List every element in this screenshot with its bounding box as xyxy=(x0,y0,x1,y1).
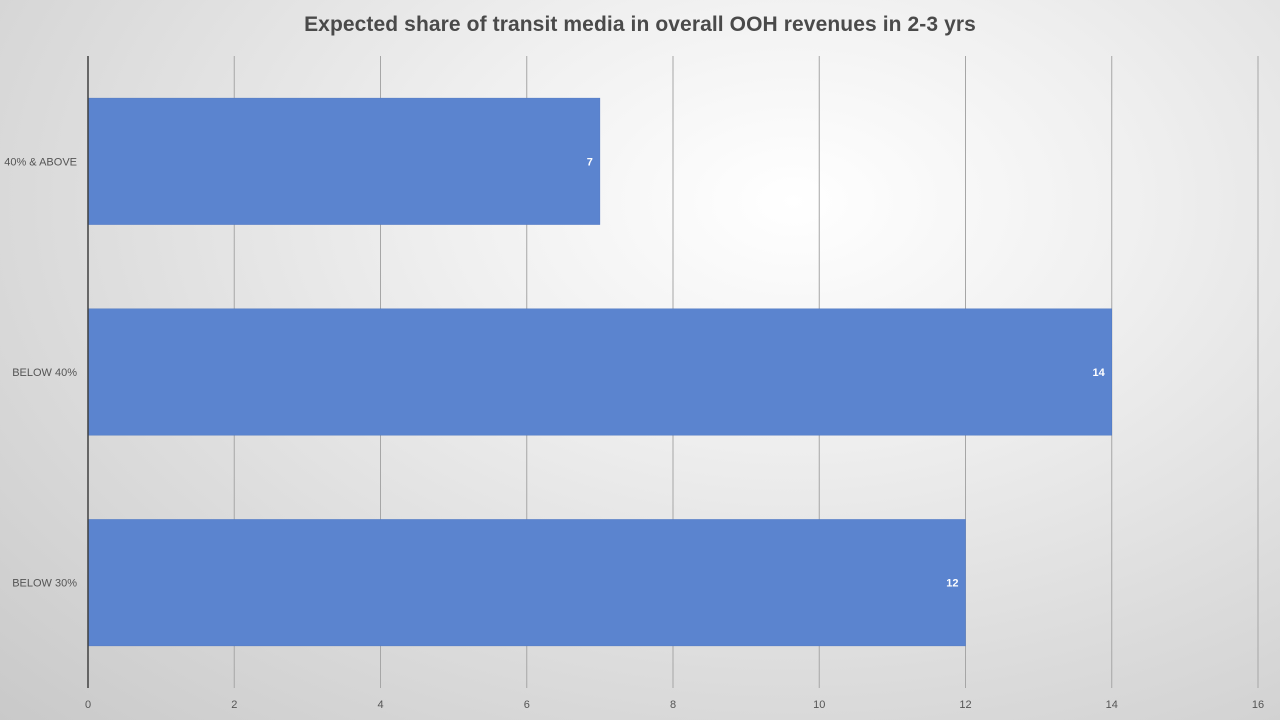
chart-title: Expected share of transit media in overa… xyxy=(304,13,976,36)
bars xyxy=(87,97,1112,647)
x-tick-label-10: 10 xyxy=(813,699,825,711)
x-tick-label-14: 14 xyxy=(1106,699,1118,711)
bar-0 xyxy=(87,97,601,225)
data-label-0: 7 xyxy=(587,156,593,168)
x-tick-label-12: 12 xyxy=(959,699,971,711)
bar-2 xyxy=(87,519,966,647)
x-tick-label-6: 6 xyxy=(524,699,530,711)
category-label-0: 40% & ABOVE xyxy=(4,156,77,168)
bar-1 xyxy=(87,308,1112,436)
x-tick-label-8: 8 xyxy=(670,699,676,711)
category-label-2: BELOW 30% xyxy=(12,578,77,590)
x-tick-label-0: 0 xyxy=(85,699,91,711)
category-label-1: BELOW 40% xyxy=(12,367,77,379)
x-tick-label-16: 16 xyxy=(1252,699,1264,711)
x-tick-label-4: 4 xyxy=(377,699,383,711)
data-label-1: 14 xyxy=(1093,367,1106,379)
labels: 0 2 4 6 8 10 12 14 16 40% & ABOVE 7 BELOW 40% 14 BELO… xyxy=(4,156,1264,711)
x-tick-label-2: 2 xyxy=(231,699,237,711)
data-label-2: 12 xyxy=(946,578,958,590)
